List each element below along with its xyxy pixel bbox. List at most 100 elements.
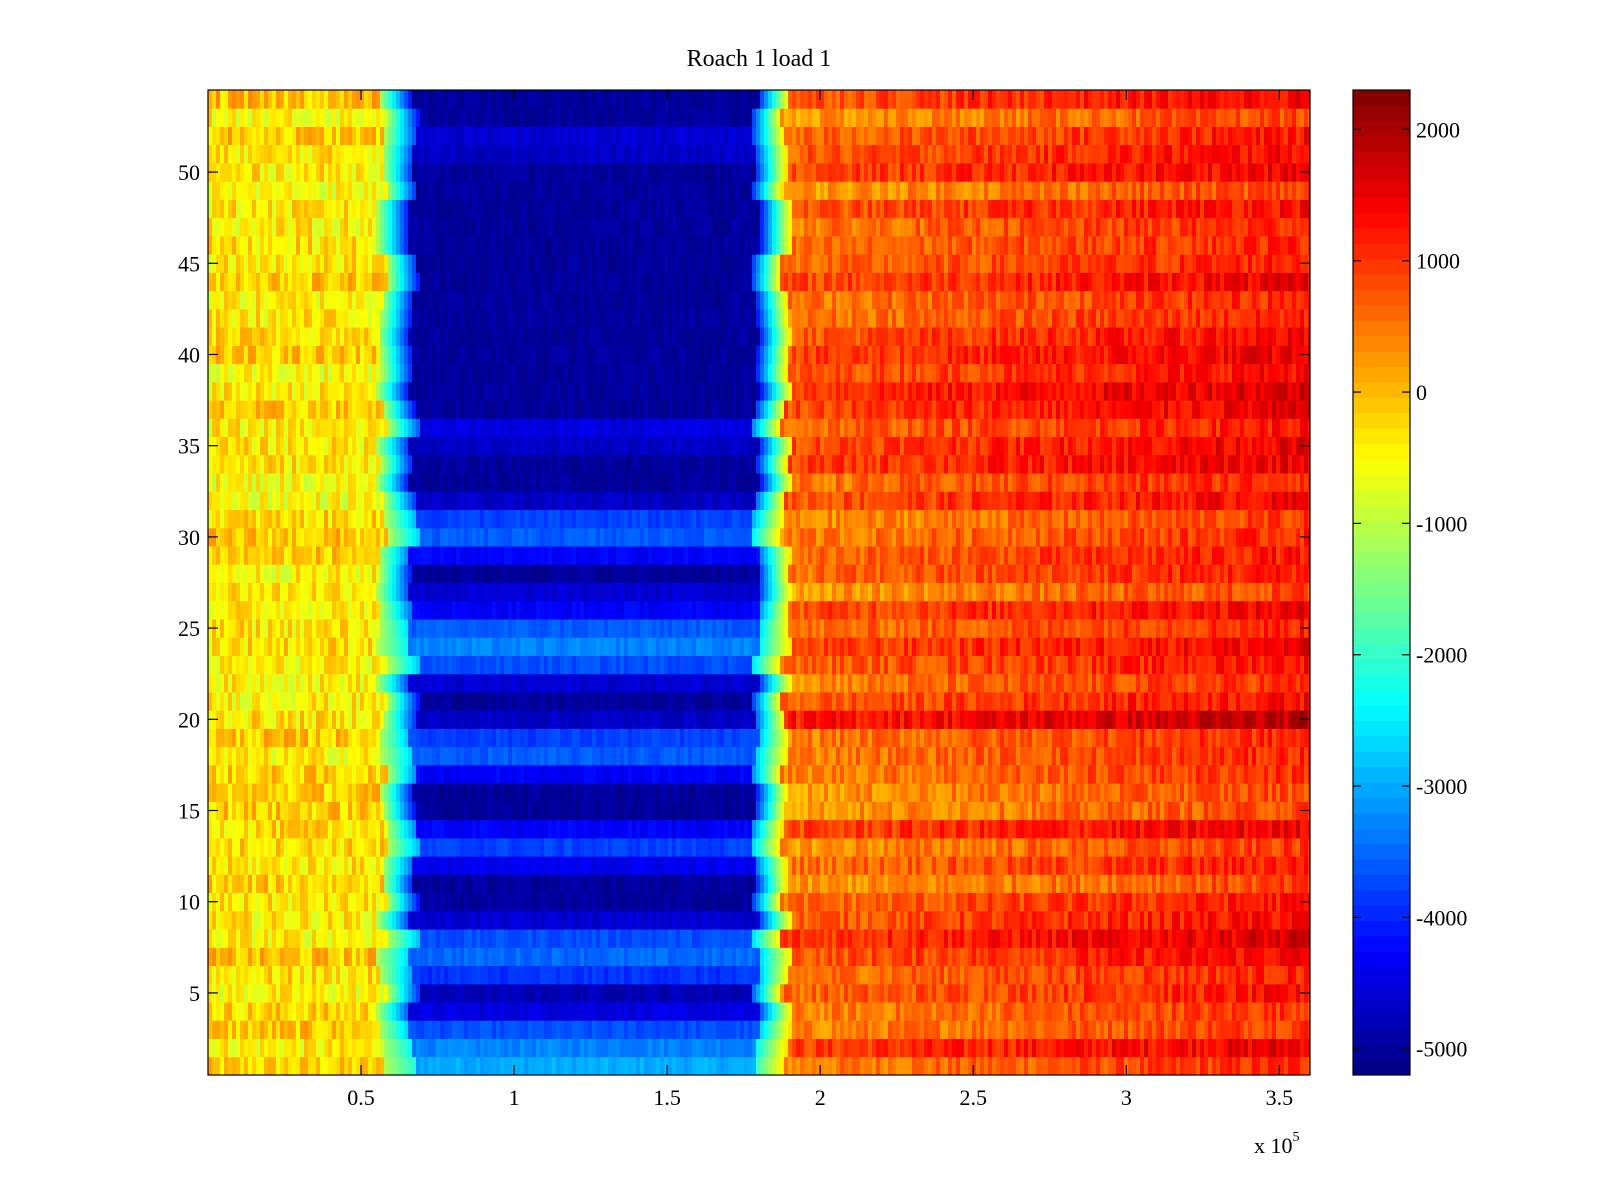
heatmap-cell	[272, 856, 277, 875]
heatmap-cell	[1168, 910, 1173, 930]
heatmap-cell	[756, 910, 761, 930]
heatmap-cell	[1016, 764, 1021, 784]
heatmap-cell	[792, 929, 797, 948]
heatmap-cell	[1184, 892, 1189, 912]
heatmap-cell	[1212, 874, 1217, 894]
heatmap-cell	[1128, 746, 1133, 766]
heatmap-cell	[632, 819, 637, 839]
heatmap-cell	[224, 801, 229, 821]
heatmap-cell	[704, 892, 709, 912]
heatmap-cell	[888, 892, 893, 912]
heatmap-cell	[916, 783, 921, 802]
heatmap-cell	[1136, 746, 1141, 766]
heatmap-cell	[1004, 783, 1009, 802]
heatmap-cell	[668, 837, 673, 857]
heatmap-cell	[408, 892, 413, 912]
heatmap-cell	[1024, 819, 1029, 839]
heatmap-cell	[1000, 910, 1005, 930]
heatmap-cell	[732, 910, 737, 930]
heatmap-cell	[660, 965, 665, 985]
heatmap-cell	[1288, 1020, 1293, 1040]
heatmap-cell	[540, 910, 545, 930]
heatmap-cell	[848, 965, 853, 985]
heatmap-cell	[348, 1038, 353, 1058]
heatmap-cell	[1280, 764, 1285, 784]
heatmap-cell	[972, 892, 977, 912]
heatmap-cell	[780, 910, 785, 930]
heatmap-cell	[1120, 819, 1125, 839]
heatmap-cell	[608, 837, 613, 857]
heatmap-cell	[1020, 892, 1025, 912]
heatmap-cell	[216, 947, 221, 967]
heatmap-cell	[1108, 1002, 1113, 1021]
heatmap-cell	[512, 929, 517, 948]
heatmap-cell	[448, 856, 453, 875]
heatmap-cell	[1192, 983, 1197, 1003]
heatmap-cell	[1248, 1056, 1253, 1075]
heatmap-cell	[872, 965, 877, 985]
heatmap-cell	[776, 746, 781, 766]
heatmap-cell	[984, 947, 989, 967]
heatmap-cell	[1064, 892, 1069, 912]
heatmap-cell	[480, 837, 485, 857]
heatmap-cell	[1028, 1002, 1033, 1021]
heatmap-cell	[368, 892, 373, 912]
heatmap-cell	[536, 801, 541, 821]
heatmap-cell	[924, 892, 929, 912]
heatmap-cell	[524, 764, 529, 784]
heatmap-cell	[388, 1038, 393, 1058]
heatmap-cell	[356, 819, 361, 839]
heatmap-cell	[1224, 801, 1229, 821]
heatmap-cell	[980, 892, 985, 912]
heatmap-cell	[1184, 1002, 1189, 1021]
heatmap-cell	[852, 764, 857, 784]
heatmap-cell	[900, 1038, 905, 1058]
heatmap-cell	[512, 819, 517, 839]
heatmap-cell	[432, 1038, 437, 1058]
heatmap-cell	[404, 819, 409, 839]
heatmap-cell	[640, 1038, 645, 1058]
heatmap-cell	[468, 983, 473, 1003]
heatmap-cell	[704, 783, 709, 802]
heatmap-cell	[876, 965, 881, 985]
heatmap-cell	[824, 783, 829, 802]
heatmap-cell	[1276, 1020, 1281, 1040]
heatmap-cell	[644, 947, 649, 967]
heatmap-cell	[896, 1056, 901, 1075]
heatmap-cell	[672, 892, 677, 912]
heatmap-cell	[608, 783, 613, 802]
heatmap-cell	[1128, 929, 1133, 948]
heatmap-cell	[268, 783, 273, 802]
heatmap-cell	[668, 1020, 673, 1040]
heatmap-cell	[932, 1038, 937, 1058]
heatmap-cell	[792, 819, 797, 839]
heatmap-cell	[764, 856, 769, 875]
heatmap-cell	[836, 929, 841, 948]
heatmap-cell	[240, 1038, 245, 1058]
heatmap-cell	[1288, 892, 1293, 912]
heatmap-cell	[532, 1020, 537, 1040]
heatmap-cell	[348, 947, 353, 967]
heatmap-cell	[816, 947, 821, 967]
heatmap-cell	[336, 1020, 341, 1040]
heatmap-cell	[896, 1038, 901, 1058]
heatmap-cell	[752, 1002, 757, 1021]
heatmap-cell	[380, 801, 385, 821]
heatmap-cell	[868, 819, 873, 839]
heatmap-cell	[732, 1002, 737, 1021]
heatmap-cell	[1144, 947, 1149, 967]
heatmap-cell	[312, 1020, 317, 1040]
heatmap-cell	[1256, 947, 1261, 967]
heatmap-cell	[728, 837, 733, 857]
heatmap-cell	[932, 874, 937, 894]
heatmap-cell	[720, 746, 725, 766]
heatmap-cell	[648, 1020, 653, 1040]
heatmap-cell	[884, 874, 889, 894]
heatmap-cell	[416, 929, 421, 948]
heatmap-cell	[908, 819, 913, 839]
heatmap-cell	[828, 910, 833, 930]
heatmap-cell	[600, 910, 605, 930]
heatmap-cell	[352, 801, 357, 821]
heatmap-cell	[1268, 1038, 1273, 1058]
heatmap-cell	[1084, 965, 1089, 985]
